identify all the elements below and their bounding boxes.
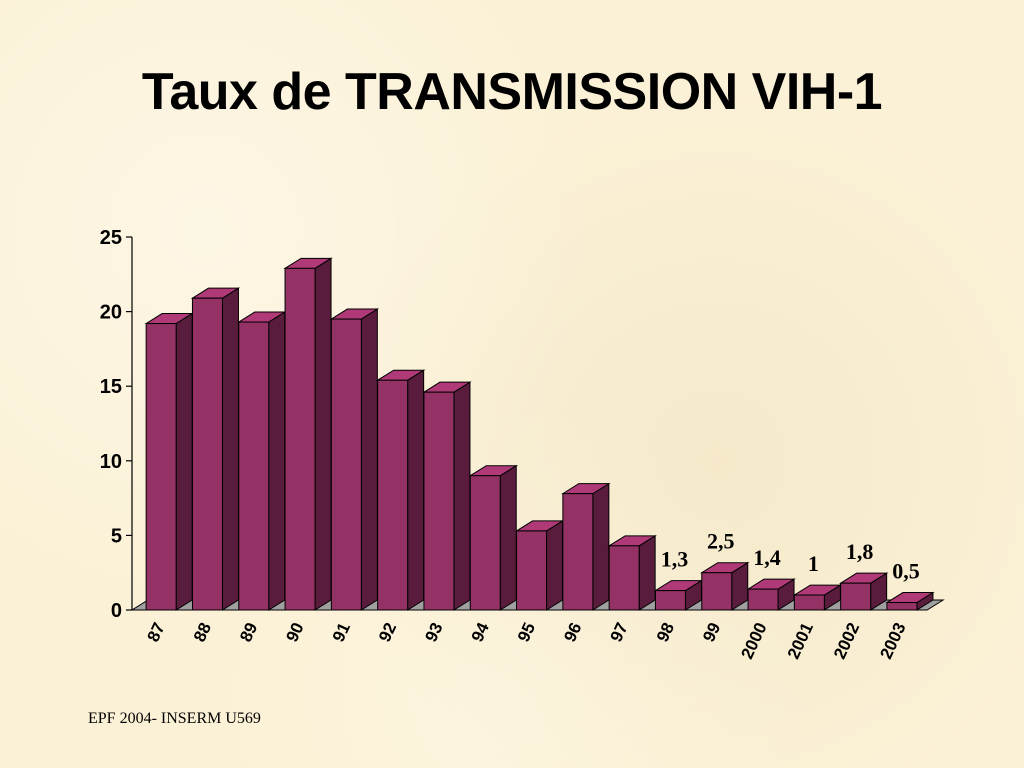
- bar-front: [284, 267, 316, 611]
- y-tick-label: 20: [100, 302, 122, 324]
- slide-footer: EPF 2004- INSERM U569: [88, 710, 261, 727]
- bar-93: [422, 381, 472, 611]
- bar-front: [377, 379, 409, 611]
- bar-side: [499, 464, 517, 611]
- x-axis-labels: 87 88 89 90 91 92 93 94 95 96 97 98 99 2000 2001 2002 20…: [144, 619, 910, 662]
- bar-94: [468, 464, 518, 611]
- bar-side: [453, 381, 471, 611]
- bar-front: [330, 318, 362, 611]
- bar-front: [747, 588, 779, 611]
- bar-side: [546, 520, 564, 611]
- bar-side: [407, 369, 425, 611]
- data-label: 0,5: [892, 559, 920, 584]
- bar-front: [562, 493, 594, 611]
- bar-front: [469, 475, 501, 611]
- bar-series: [144, 257, 935, 611]
- data-label: 2,5: [707, 529, 735, 554]
- bar-90: [283, 257, 333, 611]
- x-tick-label: 99: [699, 620, 724, 645]
- y-tick-label: 5: [111, 525, 122, 547]
- bar-91: [329, 308, 380, 611]
- bar-side: [268, 311, 286, 611]
- x-tick-label: 97: [607, 620, 632, 645]
- data-label: 1,8: [846, 539, 874, 564]
- x-tick-label: 94: [468, 619, 493, 645]
- data-labels: 1,3 2,5 1,4 1 1,8 0,5: [661, 529, 920, 584]
- x-tick-label: 91: [329, 620, 354, 645]
- y-axis: 0 5 10 15 20 25: [100, 227, 133, 622]
- y-tick-label: 0: [111, 600, 122, 622]
- bar-2000: [746, 578, 796, 611]
- y-tick-label: 10: [100, 451, 122, 473]
- x-tick-label: 98: [653, 620, 678, 645]
- bar-2001: [792, 584, 843, 611]
- bar-side: [638, 534, 656, 611]
- bar-front: [654, 590, 686, 611]
- x-tick-label: 95: [514, 620, 539, 645]
- x-tick-label: 90: [282, 620, 307, 645]
- bar-front: [191, 297, 223, 611]
- bar-front: [793, 594, 825, 611]
- bar-89: [237, 311, 287, 611]
- bar-99: [700, 561, 750, 611]
- bar-front: [423, 391, 455, 611]
- bar-front: [840, 582, 872, 611]
- bar-front: [145, 323, 177, 611]
- bar-side: [221, 287, 239, 611]
- x-tick-label: 88: [190, 620, 215, 645]
- bar-92: [375, 369, 426, 611]
- bar-87: [144, 312, 194, 611]
- bar-2002: [838, 572, 889, 611]
- bar-front: [701, 572, 733, 611]
- bar-98: [653, 579, 704, 611]
- data-label: 1: [808, 551, 819, 576]
- data-label: 1,3: [661, 547, 689, 572]
- data-label: 1,4: [753, 545, 781, 570]
- bar-95: [514, 520, 565, 611]
- bar-side: [592, 482, 610, 611]
- x-tick-label: 87: [144, 620, 169, 645]
- y-tick-label: 15: [100, 376, 122, 398]
- bar-side: [175, 312, 193, 611]
- x-tick-label: 2002: [830, 620, 863, 662]
- x-tick-label: 2000: [737, 620, 770, 662]
- x-tick-label: 2003: [876, 620, 909, 662]
- bar-88: [190, 287, 241, 611]
- chart-title: Taux de TRANSMISSION VIH-1: [141, 63, 883, 121]
- bar-2003: [885, 591, 935, 611]
- x-tick-label: 2001: [784, 620, 817, 662]
- x-tick-label: 93: [421, 620, 446, 645]
- bar-front: [608, 545, 640, 611]
- bar-front: [238, 321, 270, 611]
- x-tick-label: 92: [375, 620, 400, 645]
- bar-side: [360, 308, 378, 611]
- bar-front: [516, 530, 548, 611]
- y-tick-label: 25: [100, 227, 122, 249]
- bar-97: [607, 534, 657, 611]
- bar-front: [886, 602, 918, 611]
- bar-96: [561, 482, 611, 611]
- x-tick-label: 96: [560, 620, 585, 645]
- bar-side: [314, 257, 332, 611]
- x-tick-label: 89: [236, 620, 261, 645]
